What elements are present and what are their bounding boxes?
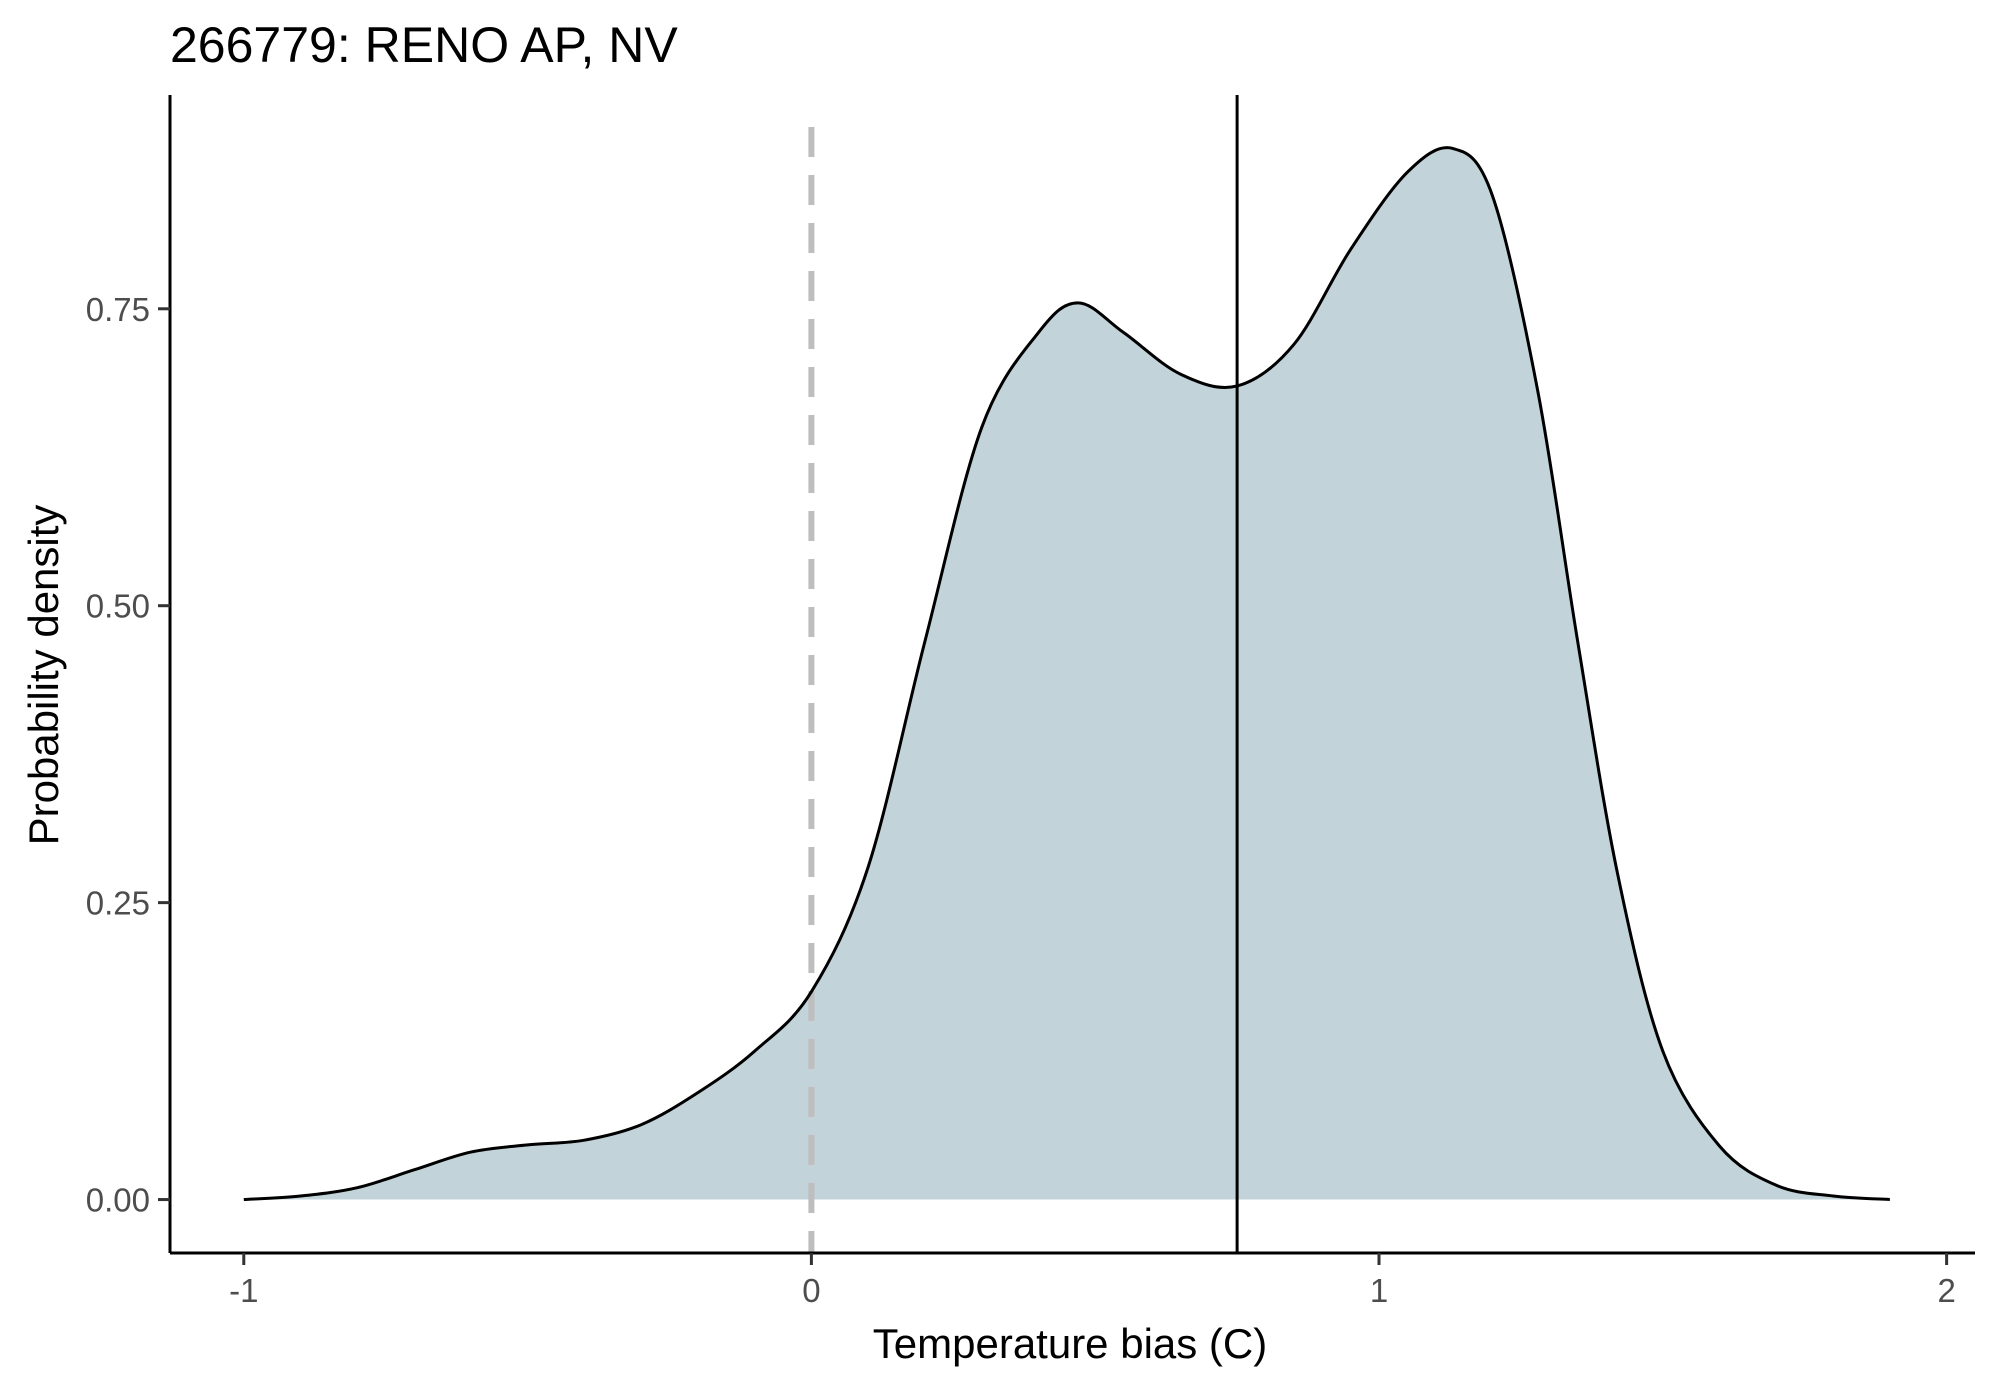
density-curve xyxy=(243,146,1890,1202)
x-tick-label: -1 xyxy=(229,1272,258,1309)
y-axis-title: Probability density xyxy=(20,505,67,846)
y-tick-label: 0.00 xyxy=(86,1182,150,1219)
plot-area: -1 0 1 2 0.00 0.25 0.50 0.75 xyxy=(86,95,1975,1309)
x-tick-label: 1 xyxy=(1370,1272,1388,1309)
chart-title: 266779: RENO AP, NV xyxy=(170,17,678,73)
y-tick-label: 0.75 xyxy=(86,291,150,328)
density-area xyxy=(243,147,1890,1200)
x-tick-label: 2 xyxy=(1937,1272,1955,1309)
y-tick-label: 0.25 xyxy=(86,885,150,922)
y-tick-label: 0.50 xyxy=(86,588,150,625)
x-tick-label: 0 xyxy=(802,1272,820,1309)
x-axis-title: Temperature bias (C) xyxy=(873,1320,1267,1367)
